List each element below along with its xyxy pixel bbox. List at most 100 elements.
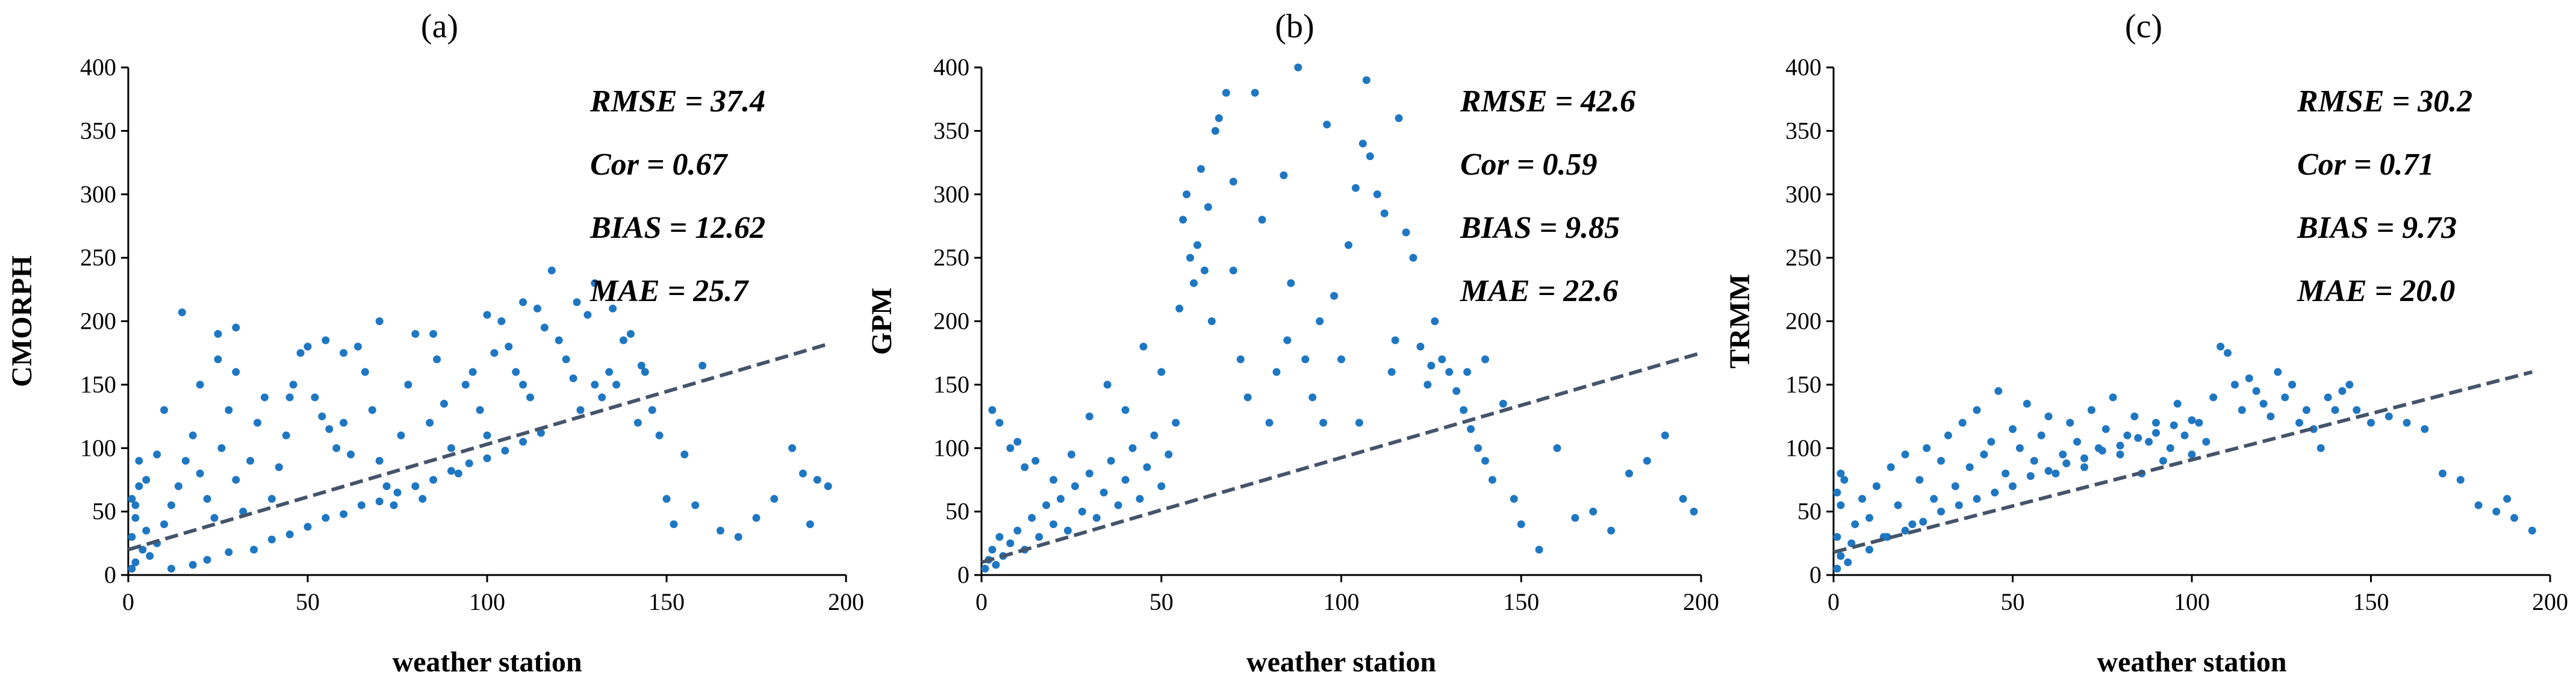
scatter-point <box>1837 469 1845 477</box>
scatter-point <box>2116 450 2124 459</box>
scatter-point <box>267 535 276 544</box>
scatter-point <box>232 476 240 484</box>
scatter-point <box>2188 450 2196 459</box>
stat-line: RMSE = 42.6 <box>1460 84 1635 119</box>
scatter-point <box>225 406 233 414</box>
scatter-point <box>128 495 136 503</box>
x-tick-label: 50 <box>2001 588 2025 615</box>
y-tick-label: 350 <box>80 117 116 144</box>
scatter-point <box>691 501 700 509</box>
scatter-point <box>1625 469 1633 477</box>
scatter-point <box>2302 406 2310 414</box>
scatter-point <box>505 343 513 351</box>
scatter-point <box>465 459 473 468</box>
y-tick-label: 0 <box>1809 561 1822 588</box>
scatter-point <box>537 429 545 437</box>
scatter-point <box>1013 526 1022 535</box>
scatter-point <box>142 476 151 484</box>
y-axis-title: GPM <box>866 288 898 355</box>
scatter-point <box>322 336 330 344</box>
scatter-point <box>285 530 294 539</box>
scatter-point <box>1510 495 1518 503</box>
y-tick-label: 150 <box>1785 371 1822 398</box>
scatter-point <box>188 431 197 440</box>
scatter-point <box>1196 165 1205 173</box>
scatter-point <box>135 456 143 465</box>
scatter-point <box>1463 368 1472 376</box>
scatter-point <box>605 368 614 376</box>
scatter-point <box>519 381 527 389</box>
scatter-point <box>2009 482 2017 490</box>
y-tick-label: 100 <box>933 434 969 461</box>
scatter-point <box>2109 393 2117 402</box>
stat-line: BIAS = 9.85 <box>1460 211 1620 245</box>
scatter-point <box>1919 517 1927 526</box>
scatter-point <box>1833 564 1841 573</box>
scatter-point <box>1445 368 1454 376</box>
scatter-point <box>1923 444 1931 452</box>
scatter-point <box>254 418 262 427</box>
scatter-point <box>447 467 455 475</box>
scatter-point <box>1193 241 1201 249</box>
scatter-point <box>303 523 312 531</box>
x-tick-label: 200 <box>2532 588 2568 615</box>
scatter-point <box>1165 450 1173 459</box>
y-tick-label: 300 <box>80 181 116 208</box>
y-tick-label: 50 <box>945 498 969 525</box>
scatter-point <box>1229 266 1237 275</box>
scatter-point <box>2009 425 2017 434</box>
chart-panel-3: (c) 0 50 100 150 200 250 300 350 400 0 50 100 150 200 w… <box>1724 8 2568 678</box>
scatter-point <box>1887 463 1895 471</box>
x-tick-label: 50 <box>1150 588 1174 615</box>
stat-line: BIAS = 12.62 <box>590 211 765 245</box>
scatter-point <box>332 444 341 452</box>
scatter-point <box>153 450 161 459</box>
scatter-point <box>483 311 491 319</box>
scatter-point <box>2002 469 2010 477</box>
scatter-point <box>340 510 348 518</box>
scatter-point <box>1402 228 1410 237</box>
scatter-point <box>1243 393 1252 402</box>
scatter-point <box>2421 425 2429 434</box>
scatter-point <box>2385 412 2393 421</box>
scatter-point <box>468 368 477 376</box>
scatter-point <box>1837 501 1845 509</box>
scatter-point <box>160 406 169 414</box>
y-tick-label: 100 <box>80 434 116 461</box>
scatter-point <box>798 469 807 477</box>
scatter-point <box>375 497 384 506</box>
x-tick-label: 150 <box>649 588 685 615</box>
x-axis-title: weather station <box>1246 646 1436 678</box>
scatter-point <box>2324 393 2332 402</box>
scatter-point <box>2015 444 2024 452</box>
scatter-point <box>1901 526 1909 535</box>
scatter-point <box>1553 444 1561 452</box>
scatter-point <box>382 482 391 490</box>
scatter-point <box>476 406 484 414</box>
scatter-point <box>519 438 527 446</box>
scatter-point <box>641 368 649 376</box>
scatter-point <box>716 526 724 535</box>
scatter-point <box>2528 526 2536 535</box>
scatter-point <box>2116 441 2124 450</box>
scatter-point <box>135 482 143 490</box>
y-tick-label: 200 <box>933 308 969 335</box>
scatter-point <box>1973 406 1981 414</box>
scatter-point <box>1355 418 1363 427</box>
scatter-point <box>1265 418 1274 427</box>
scatter-point <box>813 476 821 484</box>
scatter-point <box>490 349 499 357</box>
x-tick-label: 200 <box>828 588 864 615</box>
scatter-point <box>1937 508 1945 516</box>
scatter-point <box>1973 495 1981 503</box>
scatter-point <box>1183 190 1191 199</box>
scatter-point <box>2152 429 2160 437</box>
scatter-point <box>214 330 222 338</box>
scatter-point <box>1200 266 1209 275</box>
y-tick-label: 0 <box>957 561 969 588</box>
scatter-point <box>1987 438 1996 446</box>
scatter-point <box>289 381 297 389</box>
scatter-point <box>1481 456 1489 465</box>
scatter-point <box>1965 463 1974 471</box>
scatter-point <box>1150 431 1159 440</box>
